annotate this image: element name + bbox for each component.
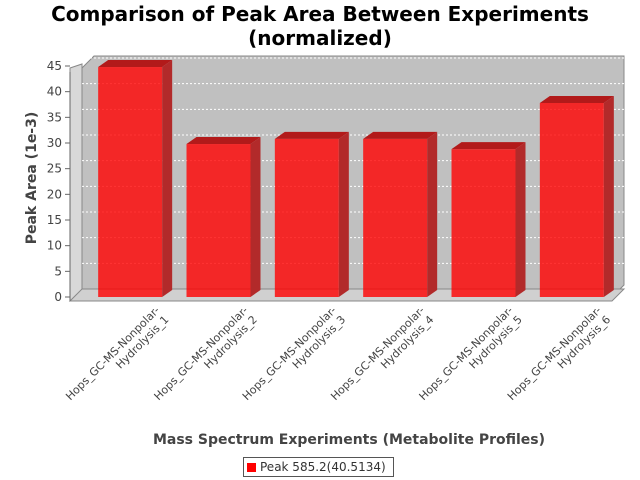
y-tick-label: 5 xyxy=(54,264,62,278)
y-tick-label: 30 xyxy=(47,136,62,150)
bar-top xyxy=(363,131,438,139)
bars xyxy=(98,60,614,298)
bar xyxy=(451,142,526,297)
y-tick-label: 15 xyxy=(47,213,62,227)
bar-front xyxy=(451,149,516,297)
legend-swatch xyxy=(247,462,256,472)
y-tick-label: 25 xyxy=(47,162,62,176)
bar-side xyxy=(250,137,261,297)
legend-label: Peak 585.2(40.5134) xyxy=(260,460,386,474)
bar xyxy=(363,131,438,297)
plot-side-wall xyxy=(69,63,83,302)
bar-front xyxy=(186,144,251,297)
bar-side xyxy=(162,60,173,297)
bar-front xyxy=(274,138,339,297)
bar-top xyxy=(186,137,261,145)
bar xyxy=(186,137,261,297)
bar-side xyxy=(338,131,349,297)
bar-side xyxy=(427,131,438,297)
y-tick-label: 20 xyxy=(47,187,62,201)
y-tick-label: 45 xyxy=(47,59,62,73)
bar xyxy=(274,131,349,297)
bar xyxy=(539,95,614,298)
bar-front xyxy=(363,138,428,297)
x-axis: Hops_GC-MS-Nonpolar-Hydrolysis_1Hops_GC-… xyxy=(63,304,613,403)
legend: Peak 585.2(40.5134) xyxy=(243,457,394,477)
bar-side xyxy=(603,95,614,298)
bar-top xyxy=(539,95,614,103)
bar-side xyxy=(515,142,526,297)
bar-top xyxy=(98,60,173,68)
y-tick-label: 40 xyxy=(47,85,62,99)
bar-front xyxy=(539,102,604,298)
y-axis-label: Peak Area (1e-3) xyxy=(24,112,40,245)
chart-title-line1: Comparison of Peak Area Between Experime… xyxy=(51,2,589,26)
chart-title-line2: (normalized) xyxy=(248,26,392,50)
chart-title: Comparison of Peak Area Between Experime… xyxy=(0,2,640,50)
bar-front xyxy=(98,67,163,297)
x-tick-label-line: Hops_GC-MS-Nonpolar- xyxy=(63,304,162,403)
x-axis-label: Mass Spectrum Experiments (Metabolite Pr… xyxy=(153,432,545,448)
y-tick-label: 10 xyxy=(47,239,62,253)
y-tick-label: 35 xyxy=(47,110,62,124)
bar-top xyxy=(274,131,349,139)
y-axis: 0 5 10 15 20 25 30 35 40 45 xyxy=(47,59,71,304)
bar-top xyxy=(451,142,526,150)
y-tick-label: 0 xyxy=(54,290,62,304)
bar xyxy=(98,60,173,297)
